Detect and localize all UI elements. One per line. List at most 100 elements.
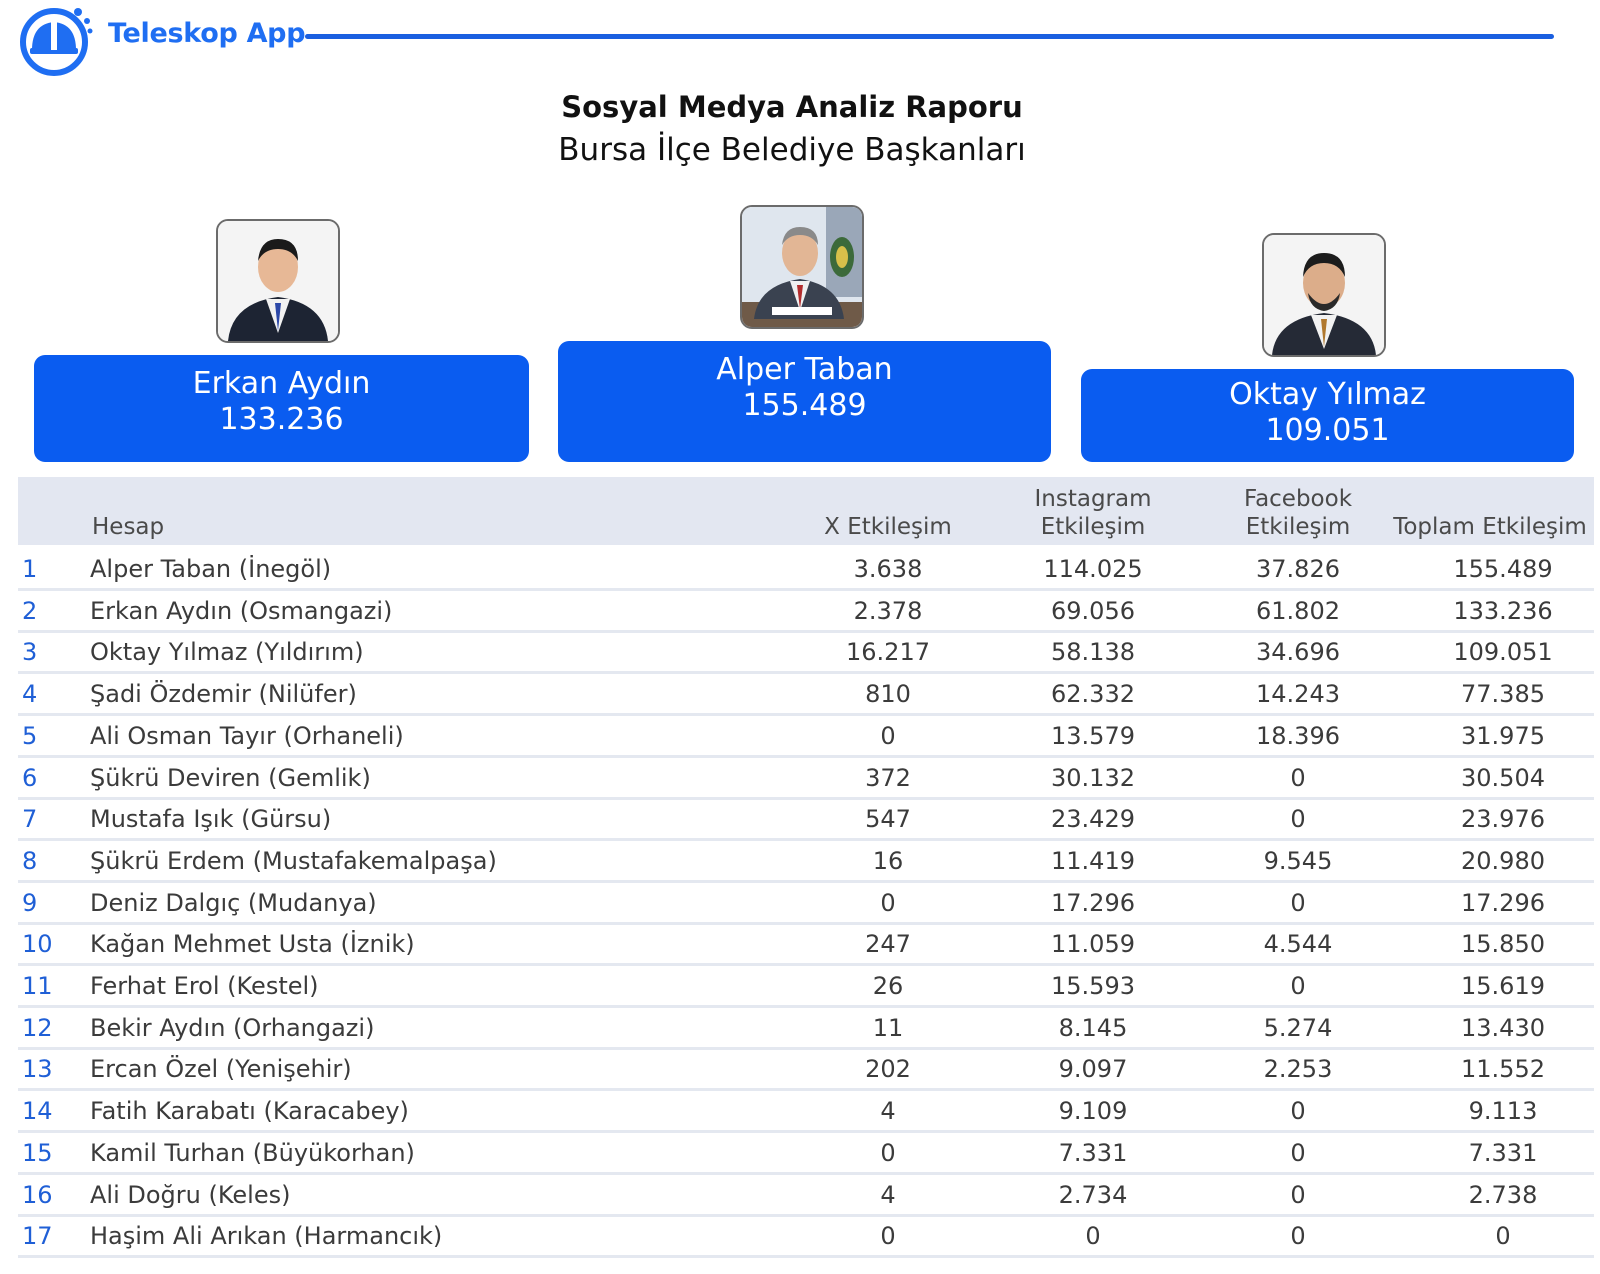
x-engagement-cell: 0 <box>880 1222 896 1250</box>
account-name-cell: Ali Doğru (Keles) <box>90 1181 291 1209</box>
total-engagement-cell: 30.504 <box>1461 764 1545 792</box>
podium-card-erkan-aydin: Erkan Aydın 133.236 <box>34 355 529 462</box>
total-engagement-cell: 0 <box>1495 1222 1511 1250</box>
rank-cell: 4 <box>22 680 38 708</box>
telescope-dome-logo-icon <box>18 2 94 76</box>
podium-value: 155.489 <box>742 388 867 423</box>
facebook-engagement-cell: 2.253 <box>1263 1055 1333 1083</box>
total-engagement-cell: 9.113 <box>1468 1097 1538 1125</box>
instagram-engagement-cell: 7.331 <box>1058 1139 1128 1167</box>
x-engagement-cell: 2.378 <box>853 597 923 625</box>
avatar-alper-taban <box>740 205 864 329</box>
table-header: Hesap X Etkileşim Instagram Etkileşim Fa… <box>18 477 1594 545</box>
facebook-engagement-cell: 0 <box>1290 1097 1306 1125</box>
podium-value: 109.051 <box>1265 413 1390 448</box>
total-engagement-cell: 2.738 <box>1468 1181 1538 1209</box>
total-engagement-cell: 155.489 <box>1453 555 1553 583</box>
table-row: 17 Haşim Ali Arıkan (Harmancık) 0 0 0 0 <box>18 1216 1594 1258</box>
instagram-engagement-cell: 58.138 <box>1051 638 1135 666</box>
header-x: X Etkileşim <box>824 514 952 540</box>
table-row: 2 Erkan Aydın (Osmangazi) 2.378 69.056 61.80… <box>18 591 1594 633</box>
instagram-engagement-cell: 0 <box>1085 1222 1101 1250</box>
x-engagement-cell: 16.217 <box>846 638 930 666</box>
rank-cell: 17 <box>22 1222 53 1250</box>
x-engagement-cell: 11 <box>872 1014 904 1042</box>
table-row: 1 Alper Taban (İnegöl) 3.638 114.025 37.826 1… <box>18 549 1594 591</box>
facebook-engagement-cell: 0 <box>1290 889 1306 917</box>
instagram-engagement-cell: 30.132 <box>1051 764 1135 792</box>
total-engagement-cell: 7.331 <box>1468 1139 1538 1167</box>
x-engagement-cell: 26 <box>872 972 904 1000</box>
facebook-engagement-cell: 34.696 <box>1256 638 1340 666</box>
header-facebook: Facebook Etkileşim <box>1243 486 1353 540</box>
table-row: 11 Ferhat Erol (Kestel) 26 15.593 0 15.619 <box>18 966 1594 1008</box>
avatar-erkan-aydin <box>216 219 340 343</box>
x-engagement-cell: 0 <box>880 889 896 917</box>
facebook-engagement-cell: 5.274 <box>1263 1014 1333 1042</box>
facebook-engagement-cell: 61.802 <box>1256 597 1340 625</box>
account-name-cell: Erkan Aydın (Osmangazi) <box>90 597 393 625</box>
table-row: 13 Ercan Özel (Yenişehir) 202 9.097 2.253 11.… <box>18 1049 1594 1091</box>
instagram-engagement-cell: 17.296 <box>1051 889 1135 917</box>
rank-cell: 10 <box>22 930 53 958</box>
facebook-engagement-cell: 0 <box>1290 805 1306 833</box>
rank-cell: 13 <box>22 1055 53 1083</box>
rank-cell: 14 <box>22 1097 53 1125</box>
x-engagement-cell: 16 <box>872 847 904 875</box>
x-engagement-cell: 0 <box>880 722 896 750</box>
rank-cell: 3 <box>22 638 38 666</box>
rank-cell: 5 <box>22 722 38 750</box>
table-row: 8 Şükrü Erdem (Mustafakemalpaşa) 16 11.419 9… <box>18 841 1594 883</box>
instagram-engagement-cell: 8.145 <box>1058 1014 1128 1042</box>
facebook-engagement-cell: 14.243 <box>1256 680 1340 708</box>
brand-name: Teleskop App <box>108 18 306 49</box>
facebook-engagement-cell: 0 <box>1290 1222 1306 1250</box>
table-row: 14 Fatih Karabatı (Karacabey) 4 9.109 0 9.113 <box>18 1091 1594 1133</box>
account-name-cell: Oktay Yılmaz (Yıldırım) <box>90 638 364 666</box>
podium-name: Alper Taban <box>716 352 893 387</box>
rank-cell: 7 <box>22 805 38 833</box>
rank-cell: 16 <box>22 1181 53 1209</box>
facebook-engagement-cell: 37.826 <box>1256 555 1340 583</box>
x-engagement-cell: 4 <box>880 1181 896 1209</box>
x-engagement-cell: 547 <box>865 805 911 833</box>
instagram-engagement-cell: 114.025 <box>1043 555 1143 583</box>
rank-cell: 1 <box>22 555 38 583</box>
rank-cell: 9 <box>22 889 38 917</box>
account-name-cell: Ercan Özel (Yenişehir) <box>90 1055 352 1083</box>
table-row: 5 Ali Osman Tayır (Orhaneli) 0 13.579 18.396… <box>18 716 1594 758</box>
instagram-engagement-cell: 23.429 <box>1051 805 1135 833</box>
facebook-engagement-cell: 18.396 <box>1256 722 1340 750</box>
instagram-engagement-cell: 69.056 <box>1051 597 1135 625</box>
account-name-cell: Şükrü Deviren (Gemlik) <box>90 764 371 792</box>
account-name-cell: Fatih Karabatı (Karacabey) <box>90 1097 409 1125</box>
rank-cell: 6 <box>22 764 38 792</box>
facebook-engagement-cell: 0 <box>1290 764 1306 792</box>
x-engagement-cell: 810 <box>865 680 911 708</box>
podium-name: Erkan Aydın <box>192 366 371 401</box>
x-engagement-cell: 247 <box>865 930 911 958</box>
x-engagement-cell: 3.638 <box>853 555 923 583</box>
account-name-cell: Bekir Aydın (Orhangazi) <box>90 1014 375 1042</box>
table-row: 6 Şükrü Deviren (Gemlik) 372 30.132 0 30.504 <box>18 758 1594 800</box>
facebook-engagement-cell: 0 <box>1290 1139 1306 1167</box>
account-name-cell: Kamil Turhan (Büyükorhan) <box>90 1139 415 1167</box>
total-engagement-cell: 15.850 <box>1461 930 1545 958</box>
rank-cell: 2 <box>22 597 38 625</box>
account-name-cell: Mustafa Işık (Gürsu) <box>90 805 332 833</box>
total-engagement-cell: 77.385 <box>1461 680 1545 708</box>
rank-cell: 8 <box>22 847 38 875</box>
x-engagement-cell: 4 <box>880 1097 896 1125</box>
rank-cell: 15 <box>22 1139 53 1167</box>
account-name-cell: Kağan Mehmet Usta (İznik) <box>90 930 415 958</box>
total-engagement-cell: 15.619 <box>1461 972 1545 1000</box>
account-name-cell: Deniz Dalgıç (Mudanya) <box>90 889 377 917</box>
header-total: Toplam Etkileşim <box>1393 514 1587 540</box>
podium-name: Oktay Yılmaz <box>1229 377 1426 412</box>
instagram-engagement-cell: 9.109 <box>1058 1097 1128 1125</box>
table-row: 9 Deniz Dalgıç (Mudanya) 0 17.296 0 17.296 <box>18 883 1594 925</box>
avatar-oktay-yilmaz <box>1262 233 1386 357</box>
table-row: 7 Mustafa Işık (Gürsu) 547 23.429 0 23.976 <box>18 799 1594 841</box>
total-engagement-cell: 109.051 <box>1453 638 1553 666</box>
instagram-engagement-cell: 13.579 <box>1051 722 1135 750</box>
